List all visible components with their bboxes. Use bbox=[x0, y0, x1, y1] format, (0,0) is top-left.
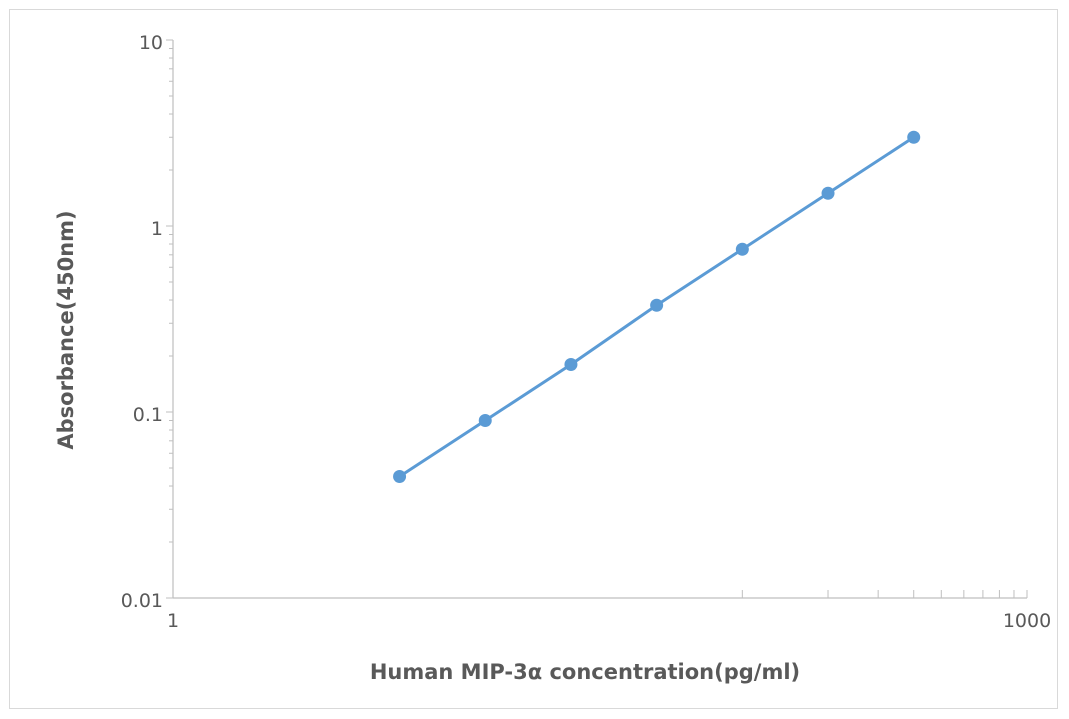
y-tick-label-0: 0.01 bbox=[121, 590, 163, 612]
data-point-6 bbox=[907, 131, 920, 144]
y-tick-label-3: 10 bbox=[139, 32, 163, 54]
x-tick-label-0: 1 bbox=[167, 610, 179, 632]
series-layer bbox=[393, 131, 920, 483]
axes bbox=[173, 40, 1027, 598]
tick-labels: 0.01 0.1 1 10 1 1000 bbox=[121, 32, 1051, 632]
data-point-3 bbox=[650, 299, 663, 312]
y-tick-label-2: 1 bbox=[151, 218, 163, 240]
minor-ticks bbox=[166, 40, 1027, 598]
data-point-0 bbox=[393, 470, 406, 483]
data-point-2 bbox=[564, 358, 577, 371]
y-axis-title: Absorbance(450nm) bbox=[54, 210, 78, 449]
data-point-5 bbox=[822, 187, 835, 200]
x-axis-title: Human MIP-3α concentration(pg/ml) bbox=[370, 660, 800, 684]
data-point-4 bbox=[736, 243, 749, 256]
x-tick-label-1: 1000 bbox=[1003, 610, 1051, 632]
y-tick-label-1: 0.1 bbox=[133, 404, 163, 426]
data-point-1 bbox=[479, 414, 492, 427]
